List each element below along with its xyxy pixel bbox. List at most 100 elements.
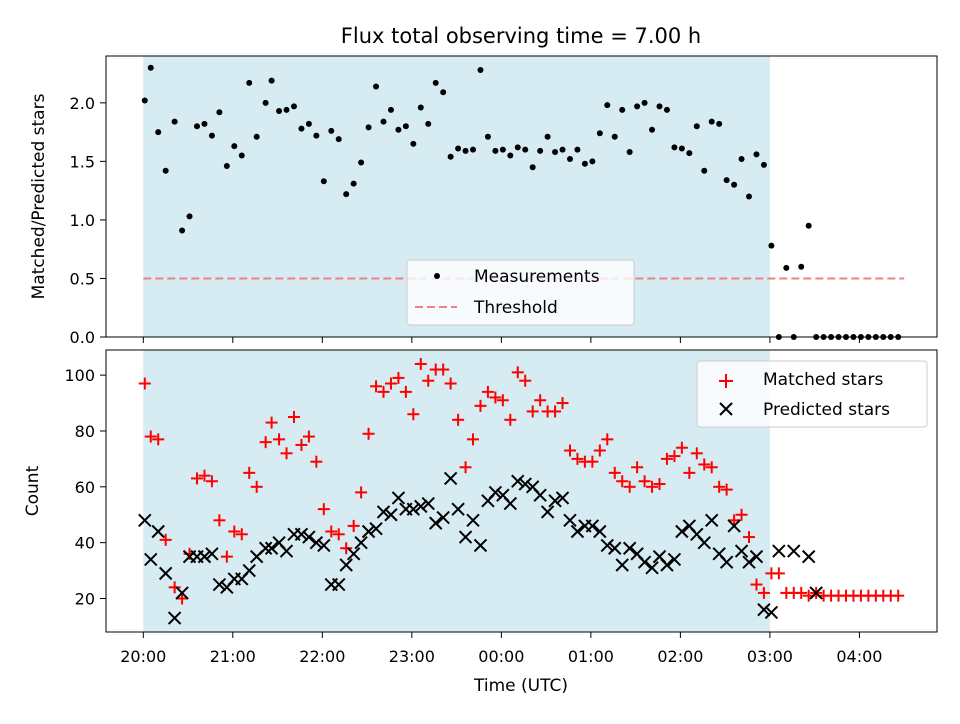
predicted-star-point xyxy=(264,541,279,555)
matched-star-point xyxy=(467,433,480,446)
measurement-point xyxy=(387,106,394,113)
measurement-point xyxy=(559,146,566,153)
measurement-point xyxy=(693,123,700,130)
predicted-star-point xyxy=(466,513,480,528)
measurement-point xyxy=(746,193,753,200)
matched-star-point xyxy=(757,586,770,599)
predicted-star-point xyxy=(488,485,503,500)
top-y-axis-ticks: 0.0 0.5 1.0 1.5 2.0 xyxy=(70,94,106,347)
matched-star-point xyxy=(452,413,465,426)
bottom-panel-frame xyxy=(105,349,938,633)
predicted-star-point xyxy=(749,549,764,564)
predicted-star-point xyxy=(734,544,749,558)
measurement-point xyxy=(425,120,432,127)
matched-star-point xyxy=(310,455,323,468)
bottom-y-tick-label: 80 xyxy=(75,422,95,441)
predicted-star-point xyxy=(346,547,361,561)
measurement-point xyxy=(514,144,521,151)
measurement-point xyxy=(678,145,685,152)
measurement-point xyxy=(701,167,708,174)
matched-star-point xyxy=(743,531,756,544)
measurement-point xyxy=(194,123,201,130)
matched-star-point xyxy=(556,397,569,410)
measurement-point xyxy=(238,152,245,159)
measurement-point xyxy=(462,147,469,154)
matched-star-point xyxy=(407,408,420,421)
predicted-star-point xyxy=(570,524,585,539)
measurement-point xyxy=(155,129,162,136)
measurement-point xyxy=(298,125,305,132)
matched-star-point xyxy=(459,461,472,474)
predicted-star-point xyxy=(414,499,428,514)
matched-star-point xyxy=(631,461,644,474)
matched-star-point xyxy=(280,447,293,460)
matched-star-point xyxy=(690,447,703,460)
predicted-star-point xyxy=(429,516,443,530)
measurement-point xyxy=(499,146,506,153)
predicted-star-point xyxy=(317,538,331,553)
matched-star-point xyxy=(205,475,218,488)
predicted-stars-points xyxy=(138,471,823,625)
predicted-star-point xyxy=(697,535,711,550)
predicted-star-point xyxy=(548,494,562,508)
matched-star-point xyxy=(571,452,584,465)
measurement-point xyxy=(276,108,283,115)
predicted-star-point xyxy=(391,491,406,505)
predicted-star-point xyxy=(593,524,607,539)
top-legend-frame xyxy=(406,259,635,326)
legend-measurements-marker xyxy=(434,273,440,279)
predicted-star-point xyxy=(772,544,786,558)
matched-star-point xyxy=(713,480,726,493)
measurement-point xyxy=(753,151,760,158)
matched-star-point xyxy=(332,528,345,541)
x-tick-label: 20:00 xyxy=(120,647,166,666)
predicted-star-point xyxy=(369,521,383,536)
chart-title: Flux total observing time = 7.00 h xyxy=(341,24,701,48)
predicted-star-point xyxy=(667,552,682,567)
matched-star-point xyxy=(414,357,427,370)
matched-star-point xyxy=(623,480,636,493)
legend-matched-marker xyxy=(719,374,733,388)
matched-star-point xyxy=(325,525,338,538)
matched-star-point xyxy=(347,519,360,532)
predicted-star-point xyxy=(205,547,219,561)
predicted-star-point xyxy=(675,524,689,539)
matched-star-point xyxy=(213,514,226,527)
measurement-point xyxy=(186,213,193,220)
matched-star-point xyxy=(526,405,539,418)
legend-predicted-label: Predicted stars xyxy=(763,400,890,420)
matched-star-point xyxy=(144,430,157,443)
matched-stars-points xyxy=(138,357,905,605)
matched-star-point xyxy=(220,550,233,563)
matched-star-point xyxy=(489,391,502,404)
matched-star-point xyxy=(601,433,614,446)
top-panel: 0.00.51.01.52.0 Matched/Predicted stars … xyxy=(29,55,938,347)
matched-star-point xyxy=(265,416,278,429)
matched-star-point xyxy=(496,394,509,407)
legend-matched-label: Matched stars xyxy=(763,370,883,390)
matched-star-point xyxy=(504,413,517,426)
x-tick-label: 03:00 xyxy=(747,647,793,666)
predicted-star-point xyxy=(585,519,600,533)
predicted-star-point xyxy=(443,471,458,486)
matched-star-point xyxy=(384,377,397,390)
matched-star-point xyxy=(228,525,241,538)
measurement-point xyxy=(760,161,767,168)
matched-star-point xyxy=(235,528,248,541)
measurement-point xyxy=(246,79,253,86)
predicted-star-point xyxy=(242,563,256,578)
predicted-star-point xyxy=(421,496,435,511)
measurement-point xyxy=(589,158,596,165)
measurement-point xyxy=(656,103,663,110)
predicted-star-point xyxy=(158,566,173,581)
measurement-point xyxy=(805,222,812,229)
bottom-y-tick-label: 40 xyxy=(75,534,95,553)
matched-star-point xyxy=(481,385,494,398)
matched-star-point xyxy=(138,377,151,390)
bottom-legend: Matched stars Predicted stars xyxy=(696,360,928,428)
measurement-point xyxy=(716,120,723,127)
measurement-point xyxy=(231,143,238,150)
measurement-point xyxy=(417,104,424,111)
predicted-star-point xyxy=(376,505,391,519)
measurement-point xyxy=(619,106,626,113)
